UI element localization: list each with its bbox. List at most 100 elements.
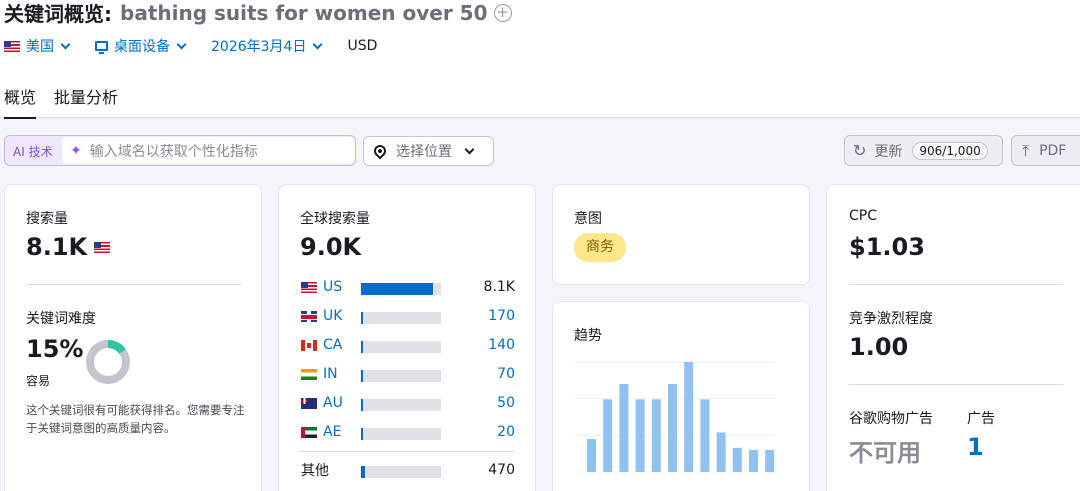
divider xyxy=(849,384,1063,385)
device-label: 桌面设备 xyxy=(114,39,170,55)
country-bar-track xyxy=(361,341,441,353)
country-bar-track xyxy=(361,283,441,295)
ca-flag-icon xyxy=(301,339,317,351)
country-row-au[interactable]: AU 50 xyxy=(301,393,515,413)
page-header: 关键词概览: bathing suits for women over 50 +… xyxy=(0,0,1080,119)
upload-icon: ⤒ xyxy=(1022,140,1030,160)
country-code: AU xyxy=(323,395,343,411)
intent-badge[interactable]: 商务 xyxy=(574,233,626,262)
sparkle-icon: ✦ xyxy=(70,142,82,159)
intent-card: 意图 商务 xyxy=(552,184,810,285)
ai-domain-input[interactable]: ✦ 输入域名以获取个性化指标 xyxy=(62,137,355,164)
divider xyxy=(26,284,241,285)
country-bar-track xyxy=(361,399,441,411)
divider xyxy=(849,284,1063,285)
plus-circle-icon[interactable]: + xyxy=(493,3,512,22)
volume-label: 搜索量 xyxy=(26,211,68,227)
trend-chart xyxy=(575,361,775,473)
global-volume-card: 全球搜索量 9.0K US 8.1K UK 170 CA 140 IN 70 AU 50 AE 20 … xyxy=(278,184,536,491)
us-flag-icon xyxy=(301,281,317,293)
trend-bar[interactable] xyxy=(716,432,726,472)
uk-flag-icon xyxy=(301,310,317,322)
ae-flag-icon xyxy=(301,426,317,438)
country-bar-fill xyxy=(361,370,363,382)
title-keyword: bathing suits for women over 50 xyxy=(120,0,488,25)
country-row-uk[interactable]: UK 170 xyxy=(301,306,515,326)
page-title: 关键词概览: bathing suits for women over 50 + xyxy=(4,0,512,27)
other-label: 其他 xyxy=(301,463,329,479)
device-select[interactable]: 桌面设备 xyxy=(95,36,187,56)
trend-bar[interactable] xyxy=(668,384,677,472)
country-row-ca[interactable]: CA 140 xyxy=(301,335,515,355)
in-flag-icon xyxy=(301,368,317,380)
location-label: 选择位置 xyxy=(396,144,452,160)
trend-bar[interactable] xyxy=(603,399,613,472)
ads-label: 广告 xyxy=(967,411,995,427)
trend-bar[interactable] xyxy=(765,450,775,472)
kd-description: 这个关键词很有可能获得排名。您需要专注于关键词意图的高质量内容。 xyxy=(26,403,245,435)
country-code: UK xyxy=(323,308,343,324)
update-label: 更新 xyxy=(874,143,903,160)
country-code: IN xyxy=(323,366,338,382)
chevron-down-icon xyxy=(313,39,323,49)
country-bar-track xyxy=(361,370,441,382)
country-row-in[interactable]: IN 70 xyxy=(301,364,515,384)
trend-bar[interactable] xyxy=(619,384,629,472)
volume-number: 8.1K xyxy=(26,233,88,261)
ads-value[interactable]: 1 xyxy=(967,433,984,461)
trend-bar[interactable] xyxy=(635,399,645,472)
other-bar-fill xyxy=(361,466,365,478)
trend-bar[interactable] xyxy=(651,399,661,472)
cpc-label: CPC xyxy=(849,208,877,224)
global-volume-label: 全球搜索量 xyxy=(300,211,370,227)
date-select[interactable]: 2026年3月4日 xyxy=(211,36,323,56)
title-prefix: 关键词概览: xyxy=(4,2,112,26)
cpc-value: $1.03 xyxy=(849,233,925,261)
country-bar-fill xyxy=(361,428,363,440)
location-pin-icon xyxy=(371,142,389,160)
tab-bulk-analysis[interactable]: 批量分析 xyxy=(54,88,119,107)
country-value: 70 xyxy=(497,366,515,382)
trend-bar[interactable] xyxy=(684,362,694,472)
intent-label: 意图 xyxy=(574,211,602,227)
country-row-ae[interactable]: AE 20 xyxy=(301,422,515,442)
kd-value: 15% xyxy=(26,335,84,363)
shopping-ads-label: 谷歌购物广告 xyxy=(849,411,933,427)
country-bar-track xyxy=(361,428,441,440)
monitor-icon xyxy=(95,41,108,54)
ai-domain-group: AI 技术 ✦ 输入域名以获取个性化指标 xyxy=(4,135,356,166)
country-bar-track xyxy=(361,312,441,324)
competition-value: 1.00 xyxy=(849,333,909,361)
tab-overview[interactable]: 概览 xyxy=(4,84,37,119)
country-bar-fill xyxy=(361,283,433,295)
country-bar-fill xyxy=(361,341,363,353)
country-select[interactable]: 美国 xyxy=(4,36,71,56)
trend-bar[interactable] xyxy=(700,399,710,472)
country-code: CA xyxy=(323,337,343,353)
shopping-ads-value: 不可用 xyxy=(849,439,921,467)
country-value: 50 xyxy=(497,395,515,411)
toolbar: AI 技术 ✦ 输入域名以获取个性化指标 选择位置 ↻ 更新 906/1,000… xyxy=(0,134,1080,168)
global-volume-value: 9.0K xyxy=(300,233,362,261)
pdf-export-button[interactable]: ⤒ PDF xyxy=(1011,135,1080,166)
trend-bar[interactable] xyxy=(732,447,742,472)
us-flag-icon xyxy=(94,241,111,253)
other-bar-track xyxy=(361,466,441,478)
location-select[interactable]: 选择位置 xyxy=(363,136,494,166)
ai-tag: AI 技术 xyxy=(13,145,53,159)
update-count-badge: 906/1,000 xyxy=(912,141,988,160)
country-row-us[interactable]: US 8.1K xyxy=(301,277,515,297)
volume-card: 搜索量 8.1K 关键词难度 15% 容易 这个关键词很有可能获得排名。您需要专… xyxy=(4,184,262,491)
country-code: US xyxy=(323,279,343,295)
currency-label: USD xyxy=(347,38,378,54)
chevron-down-icon xyxy=(464,144,475,154)
kd-donut-chart xyxy=(86,340,130,384)
trend-label: 趋势 xyxy=(574,328,602,344)
refresh-icon: ↻ xyxy=(853,141,867,160)
country-row-other[interactable]: 其他 470 xyxy=(301,460,515,480)
us-flag-icon xyxy=(4,40,20,52)
update-button[interactable]: ↻ 更新 906/1,000 xyxy=(844,135,1003,166)
kd-label: 关键词难度 xyxy=(26,311,96,327)
trend-bar[interactable] xyxy=(587,439,596,472)
trend-bar[interactable] xyxy=(749,450,758,472)
